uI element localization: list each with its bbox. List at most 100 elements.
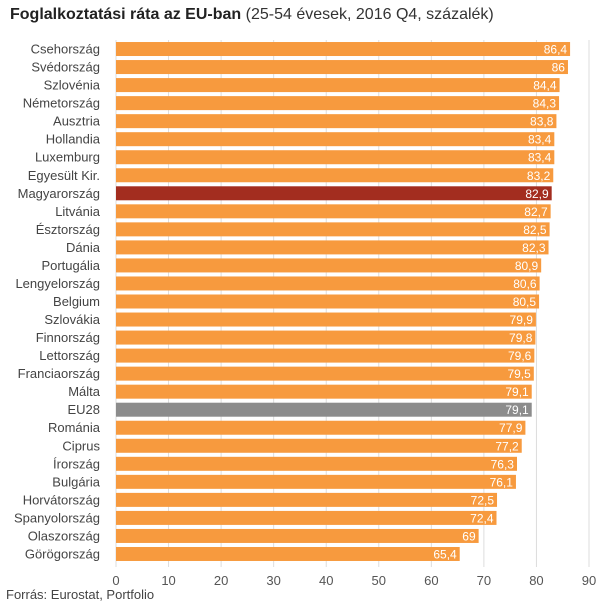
bar bbox=[116, 96, 560, 111]
bar bbox=[116, 366, 534, 381]
x-tick-label: 80 bbox=[529, 573, 543, 588]
bar bbox=[116, 330, 536, 345]
bar bbox=[116, 60, 568, 75]
bar bbox=[116, 312, 536, 327]
category-label: Olaszország bbox=[28, 528, 100, 543]
value-label: 80,9 bbox=[515, 259, 539, 273]
value-label: 77,9 bbox=[499, 421, 523, 435]
category-label: Írország bbox=[53, 456, 100, 471]
category-label: Dánia bbox=[66, 240, 101, 255]
bar bbox=[116, 78, 560, 93]
value-label: 72,4 bbox=[470, 511, 494, 525]
category-label: Szlovénia bbox=[44, 78, 101, 93]
category-label: Szlovákia bbox=[44, 312, 100, 327]
value-label: 65,4 bbox=[433, 547, 457, 561]
x-tick-label: 90 bbox=[582, 573, 596, 588]
category-label: Bulgária bbox=[52, 474, 100, 489]
value-label: 84,3 bbox=[533, 97, 557, 111]
bar bbox=[116, 204, 551, 219]
value-label: 76,3 bbox=[491, 457, 515, 471]
source-note: Forrás: Eurostat, Portfolio bbox=[6, 587, 155, 602]
value-label: 83,4 bbox=[528, 133, 552, 147]
category-label: Svédország bbox=[31, 60, 100, 75]
value-label: 82,3 bbox=[522, 241, 546, 255]
value-label: 79,5 bbox=[507, 367, 531, 381]
bar bbox=[116, 510, 497, 525]
bar bbox=[116, 474, 516, 489]
category-label: Hollandia bbox=[46, 132, 101, 147]
category-label: Luxemburg bbox=[35, 150, 100, 165]
bar bbox=[116, 348, 535, 363]
category-label: Magyarország bbox=[18, 186, 100, 201]
chart-title: Foglalkoztatási ráta az EU-ban (25-54 év… bbox=[10, 6, 494, 24]
value-label: 86,4 bbox=[544, 43, 568, 57]
category-label: Ausztria bbox=[53, 114, 101, 129]
bar bbox=[116, 546, 460, 561]
bar bbox=[116, 132, 555, 147]
value-label: 83,8 bbox=[530, 115, 554, 129]
bar bbox=[116, 528, 479, 543]
x-tick-label: 10 bbox=[161, 573, 175, 588]
category-label: Görögország bbox=[25, 546, 100, 561]
x-tick-label: 20 bbox=[214, 573, 228, 588]
category-label: Egyesült Kir. bbox=[28, 168, 100, 183]
value-label: 84,4 bbox=[533, 79, 557, 93]
bar bbox=[116, 258, 542, 273]
value-label: 72,5 bbox=[471, 493, 495, 507]
value-label: 80,6 bbox=[513, 277, 537, 291]
category-label: Ciprus bbox=[62, 438, 100, 453]
value-label: 86 bbox=[552, 61, 566, 75]
bar bbox=[116, 384, 532, 399]
value-label: 82,9 bbox=[525, 187, 549, 201]
bar bbox=[116, 492, 498, 507]
value-label: 79,6 bbox=[508, 349, 532, 363]
category-label: Észtország bbox=[36, 222, 100, 237]
bar bbox=[116, 438, 522, 453]
x-tick-label: 30 bbox=[266, 573, 280, 588]
bar bbox=[116, 222, 550, 237]
value-label: 82,5 bbox=[523, 223, 547, 237]
value-label: 83,4 bbox=[528, 151, 552, 165]
bar bbox=[116, 186, 552, 201]
bar bbox=[116, 240, 549, 255]
category-label: Németország bbox=[23, 96, 100, 111]
value-label: 79,8 bbox=[509, 331, 533, 345]
category-label: Málta bbox=[68, 384, 101, 399]
category-label: Lengyelország bbox=[15, 276, 100, 291]
x-tick-label: 40 bbox=[319, 573, 333, 588]
chart-title-bold: Foglalkoztatási ráta az EU-ban bbox=[10, 6, 242, 23]
x-tick-label: 50 bbox=[372, 573, 386, 588]
value-label: 80,5 bbox=[513, 295, 537, 309]
bar bbox=[116, 402, 532, 417]
value-label: 79,1 bbox=[505, 403, 529, 417]
bar bbox=[116, 294, 540, 309]
bar bbox=[116, 456, 517, 471]
category-label: Románia bbox=[48, 420, 101, 435]
x-tick-label: 0 bbox=[112, 573, 119, 588]
value-label: 79,1 bbox=[505, 385, 529, 399]
value-label: 83,2 bbox=[527, 169, 551, 183]
category-label: Lettország bbox=[39, 348, 100, 363]
category-label: Horvátország bbox=[23, 492, 100, 507]
value-label: 77,2 bbox=[495, 439, 519, 453]
bar bbox=[116, 420, 526, 435]
category-label: Litvánia bbox=[55, 204, 101, 219]
x-tick-label: 70 bbox=[477, 573, 491, 588]
category-label: Finnország bbox=[36, 330, 100, 345]
x-tick-label: 60 bbox=[424, 573, 438, 588]
chart-title-rest: (25-54 évesek, 2016 Q4, százalék) bbox=[241, 6, 494, 23]
bar bbox=[116, 42, 571, 57]
category-label: Spanyolország bbox=[14, 510, 100, 525]
bar bbox=[116, 168, 554, 183]
category-label: Belgium bbox=[53, 294, 100, 309]
bar bbox=[116, 150, 555, 165]
category-label: Portugália bbox=[41, 258, 100, 273]
value-label: 82,7 bbox=[524, 205, 548, 219]
value-label: 76,1 bbox=[490, 475, 514, 489]
category-label: Csehország bbox=[31, 42, 100, 57]
value-label: 69 bbox=[462, 529, 476, 543]
bar bbox=[116, 276, 540, 291]
category-label: Franciaország bbox=[18, 366, 100, 381]
bar bbox=[116, 114, 557, 129]
